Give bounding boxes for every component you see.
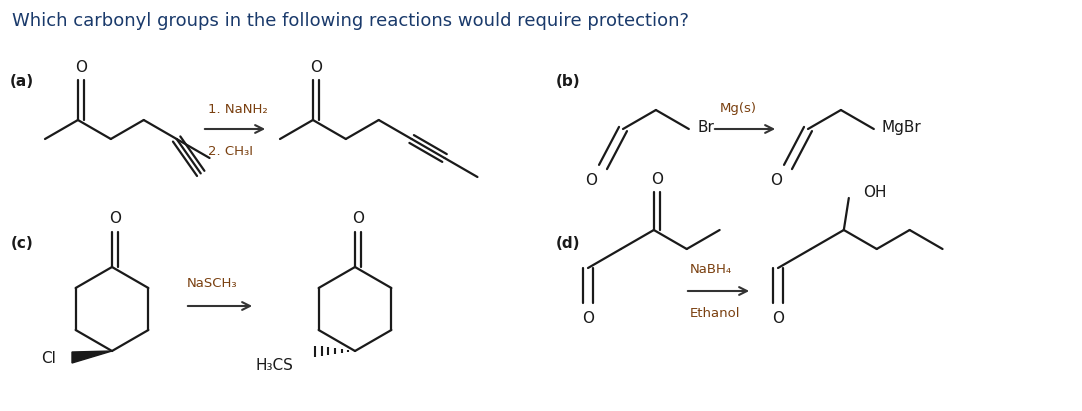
Text: Ethanol: Ethanol	[690, 307, 740, 319]
Text: MgBr: MgBr	[882, 120, 922, 134]
Text: O: O	[582, 310, 594, 326]
Text: NaBH₄: NaBH₄	[690, 263, 733, 275]
Text: O: O	[770, 173, 782, 187]
Text: O: O	[585, 173, 597, 187]
Text: Br: Br	[698, 120, 714, 134]
Text: H₃CS: H₃CS	[255, 358, 293, 372]
Text: (c): (c)	[11, 236, 34, 250]
Text: Cl: Cl	[41, 351, 56, 365]
Text: 2. CH₃I: 2. CH₃I	[208, 145, 253, 157]
Text: NaSCH₃: NaSCH₃	[187, 277, 237, 289]
Polygon shape	[72, 351, 113, 363]
Text: (d): (d)	[556, 236, 580, 250]
Text: (b): (b)	[556, 74, 580, 88]
Text: O: O	[109, 210, 121, 226]
Text: (a): (a)	[10, 74, 34, 88]
Text: O: O	[309, 60, 322, 74]
Text: 1. NaNH₂: 1. NaNH₂	[208, 102, 267, 115]
Text: O: O	[771, 310, 784, 326]
Text: Which carbonyl groups in the following reactions would require protection?: Which carbonyl groups in the following r…	[12, 12, 689, 30]
Text: O: O	[352, 210, 364, 226]
Text: O: O	[650, 171, 663, 187]
Text: O: O	[75, 60, 87, 74]
Text: Mg(s): Mg(s)	[720, 102, 756, 115]
Text: OH: OH	[862, 185, 886, 199]
